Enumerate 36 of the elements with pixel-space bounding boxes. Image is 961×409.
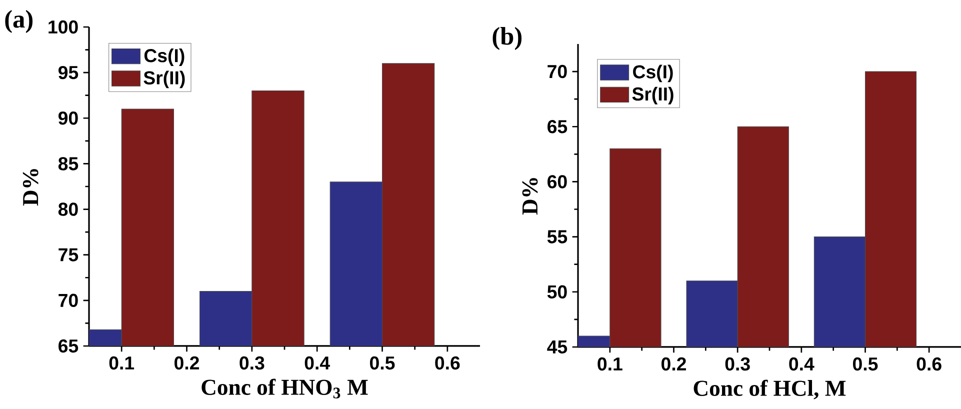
y-axis-title: D% <box>522 178 538 215</box>
x-tick-label: 0.6 <box>435 356 460 370</box>
y-tick-label: 90 <box>58 112 78 125</box>
x-tick-label: 0.3 <box>725 357 750 371</box>
y-tick-label: 75 <box>58 248 78 262</box>
x-tick-label: 0.2 <box>662 357 686 371</box>
x-axis-title: Conc of HNO$_{3}$ M <box>202 378 368 398</box>
y-tick-label: 45 <box>547 340 568 354</box>
x-tick-label: 0.2 <box>174 356 199 370</box>
y-tick-label: 70 <box>58 294 78 308</box>
legend-label: Sr(II) <box>144 70 185 88</box>
chart-title: (b) <box>492 26 522 50</box>
y-tick-label: 85 <box>58 157 78 170</box>
x-tick-label: 0.4 <box>304 356 330 370</box>
legend-label: Cs(I) <box>144 48 184 66</box>
legend-label: Cs(I) <box>633 64 673 82</box>
x-tick-label: 0.6 <box>916 357 942 371</box>
x-tick-label: 0.4 <box>789 357 814 371</box>
y-tick-label: 65 <box>58 339 78 353</box>
y-tick-label: 95 <box>58 66 78 80</box>
x-tick-label: 0.5 <box>853 357 878 371</box>
y-tick-label: 100 <box>48 20 78 34</box>
x-tick-label: 0.1 <box>598 357 622 371</box>
y-tick-label: 80 <box>58 202 78 216</box>
x-tick-label: 0.1 <box>109 356 134 370</box>
x-tick-label: 0.5 <box>370 356 395 370</box>
x-axis-title: Conc of HCl, M <box>694 380 846 400</box>
y-tick-label: 70 <box>548 64 567 78</box>
y-axis-title: D% <box>22 169 38 206</box>
y-tick-label: 65 <box>548 120 568 134</box>
y-tick-label: 55 <box>547 230 568 244</box>
y-tick-label: 50 <box>547 285 567 299</box>
y-tick-label: 60 <box>548 175 567 188</box>
chart-title: (a) <box>5 10 33 33</box>
legend-label: Sr(II) <box>632 86 674 104</box>
x-tick-label: 0.3 <box>240 356 264 370</box>
